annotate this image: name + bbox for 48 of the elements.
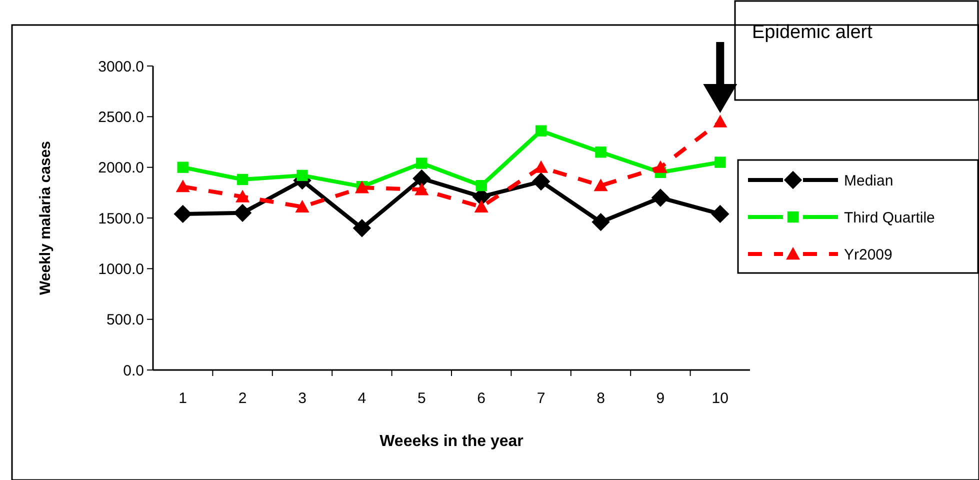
x-tick-label: 5 [417, 390, 426, 407]
point [177, 162, 188, 173]
y-tick-label: 2000.0 [98, 160, 144, 177]
x-tick-label: 10 [712, 390, 728, 407]
x-tick-label: 3 [298, 390, 306, 407]
point [711, 204, 730, 224]
point [412, 169, 431, 188]
point [595, 146, 606, 158]
point [592, 212, 610, 232]
x-tick-label: 4 [358, 390, 366, 407]
point [414, 182, 429, 196]
x-tick-label: 1 [178, 390, 188, 407]
y-tick-label: 500.0 [106, 312, 144, 329]
legend-label: Median [844, 172, 894, 190]
x-tick-label: 8 [596, 390, 605, 407]
x-tick-label: 7 [536, 390, 546, 407]
point [174, 204, 192, 224]
x-tick-label: 6 [477, 390, 486, 407]
point [474, 200, 488, 212]
legend-label: Third Quartile [844, 209, 935, 226]
x-axis-title: Weeeks in the year [380, 433, 524, 450]
y-tick-label: 2500.0 [98, 108, 144, 126]
x-tick-label: 9 [656, 390, 665, 407]
point [416, 158, 428, 169]
point [594, 178, 608, 192]
point [176, 180, 190, 192]
point [236, 174, 248, 186]
point [653, 160, 668, 173]
text: Epidemic alert [752, 22, 874, 43]
y-tick-label: 1500.0 [98, 210, 144, 228]
point [534, 160, 548, 173]
point [651, 188, 670, 207]
y-axis-title: Weekly malaria cases [37, 140, 54, 296]
point [295, 200, 310, 212]
point [476, 180, 487, 192]
point [714, 156, 726, 168]
point [233, 204, 252, 222]
point [236, 190, 250, 202]
point [535, 125, 547, 136]
point [352, 219, 372, 238]
y-tick-label: 0.0 [123, 362, 144, 380]
x-tick-label: 2 [238, 390, 247, 407]
point [296, 170, 308, 182]
point [713, 114, 728, 128]
legend-label: Yr2009 [844, 246, 892, 264]
y-tick-label: 1000.0 [98, 260, 144, 278]
y-tick-label: 3000.0 [98, 58, 144, 76]
point [532, 172, 550, 191]
